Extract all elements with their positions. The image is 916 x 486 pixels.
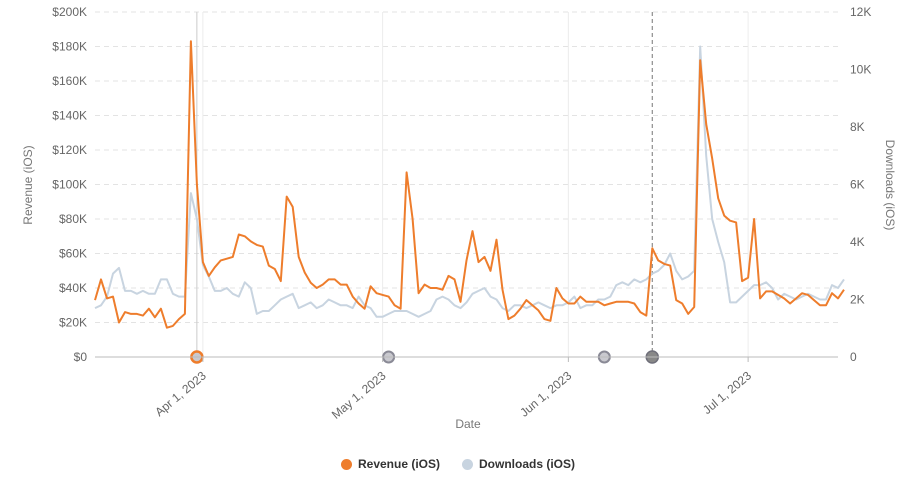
y-right-tick-label: 10K xyxy=(850,63,871,77)
series-lines xyxy=(94,40,845,329)
series-line-revenue xyxy=(94,40,845,329)
y-axis-left: $0 $20K $40K $60K $80K $100K $120K $140K $160K $1… xyxy=(52,5,87,364)
y-left-tick-label: $180K xyxy=(52,40,87,54)
y-left-tick-label: $40K xyxy=(59,281,87,295)
y-left-tick-label: $80K xyxy=(59,212,87,226)
y-right-tick-label: 12K xyxy=(850,5,871,19)
x-tick-label: May 1, 2023 xyxy=(329,368,389,421)
legend-item-downloads[interactable]: Downloads (iOS) xyxy=(462,457,575,471)
y-right-tick-label: 8K xyxy=(850,120,865,134)
x-tick-label: Jul 1, 2023 xyxy=(700,368,754,417)
downloads-legend-dot-icon xyxy=(462,458,474,470)
y-right-tick-label: 4K xyxy=(850,235,865,249)
x-axis-title: Date xyxy=(455,417,481,431)
y-axis-left-title: Revenue (iOS) xyxy=(21,145,35,224)
y-left-tick-label: $160K xyxy=(52,74,87,88)
legend-item-revenue[interactable]: Revenue (iOS) xyxy=(340,457,441,471)
y-right-tick-label: 0 xyxy=(850,350,857,364)
y-right-tick-label: 2K xyxy=(850,293,865,307)
x-tick-label: Apr 1, 2023 xyxy=(152,368,209,419)
series-line-downloads xyxy=(94,45,845,318)
x-axis: Apr 1, 2023 May 1, 2023 Jun 1, 2023 Jul 1, … xyxy=(95,356,838,422)
legend-label-downloads: Downloads (iOS) xyxy=(479,457,576,471)
legend-label-revenue: Revenue (iOS) xyxy=(357,457,441,471)
y-right-tick-label: 6K xyxy=(850,178,865,192)
y-left-tick-label: $0 xyxy=(74,350,88,364)
x-tick-label: Jun 1, 2023 xyxy=(517,368,574,419)
legend: Revenue (iOS) Downloads (iOS) xyxy=(0,457,916,471)
y-axis-right-title: Downloads (iOS) xyxy=(883,140,897,231)
y-left-tick-label: $120K xyxy=(52,143,87,157)
grid-lines xyxy=(95,11,838,357)
y-left-tick-label: $200K xyxy=(52,5,87,19)
y-left-tick-label: $60K xyxy=(59,247,87,261)
y-left-tick-label: $140K xyxy=(52,109,87,123)
y-left-tick-label: $20K xyxy=(59,316,87,330)
y-left-tick-label: $100K xyxy=(52,178,87,192)
revenue-legend-dot-icon xyxy=(340,458,352,470)
y-axis-right: 0 2K 4K 6K 8K 10K 12K xyxy=(850,5,871,364)
